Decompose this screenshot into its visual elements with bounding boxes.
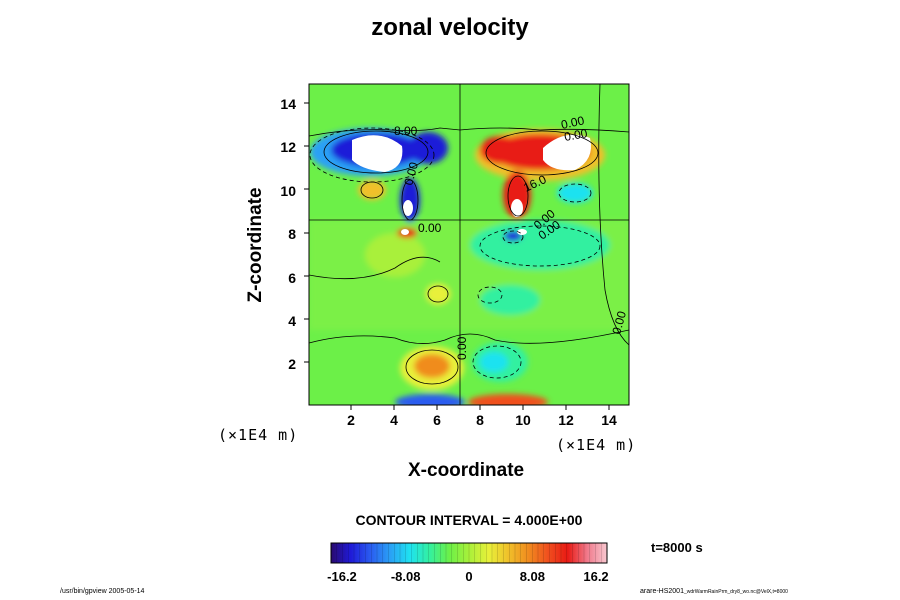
- colorbar-fill: [330, 542, 608, 564]
- contour-line: [485, 130, 599, 176]
- y-tick-label: 2: [288, 356, 296, 372]
- x-tick-label: 8: [476, 412, 484, 428]
- contour-label: 0.00: [401, 160, 421, 186]
- cell-negative: [504, 231, 522, 241]
- contour-line-negative: [558, 183, 592, 203]
- footer-right-small: _wdrWarmRainPrm_dry8_wo.nc@VelX,t=8000: [683, 589, 788, 595]
- x-tick-label: 4: [390, 412, 398, 428]
- colorbar-stripes: [336, 543, 602, 563]
- x-tick-label: 12: [558, 412, 574, 428]
- cell-positive: [480, 136, 520, 164]
- contour-label: 0.00: [563, 126, 589, 144]
- colorbar: [330, 542, 608, 564]
- footer-right: arare-HS2001_wdrWarmRainPrm_dry8_wo.nc@V…: [640, 588, 788, 595]
- core-white: [352, 135, 403, 172]
- cell-positive: [358, 180, 386, 200]
- core-white: [543, 134, 591, 171]
- contour-line-negative: [477, 286, 503, 304]
- y-tick-label: 4: [288, 313, 296, 329]
- contour-label: 0.00: [418, 221, 442, 235]
- y-tick-label: 12: [280, 139, 296, 155]
- field-yellow: [365, 233, 425, 277]
- y-axis-unit: (×1E4 m): [218, 426, 299, 444]
- contour-line: [598, 84, 629, 346]
- contour-line-negative: [309, 127, 435, 183]
- field-cyan: [480, 285, 540, 315]
- y-tick-label: 10: [280, 183, 296, 199]
- colorbar-tick-label: 0: [465, 569, 473, 584]
- field-cyan: [470, 220, 610, 270]
- x-tick-label: 10: [515, 412, 531, 428]
- cell-positive: [414, 354, 450, 378]
- chart-title: zonal velocity: [371, 14, 529, 41]
- core-white: [403, 200, 413, 216]
- colorbar-tick-label: -8.08: [390, 569, 421, 584]
- x-tick-label: 6: [433, 412, 441, 428]
- footer-right-main: arare-HS2001: [640, 588, 684, 595]
- contour-line-negative: [472, 345, 522, 379]
- contour-line: [507, 175, 529, 217]
- colorbar-tick-label: -16.2: [327, 569, 357, 584]
- core-white: [517, 229, 527, 235]
- cell-negative: [480, 352, 508, 372]
- contour-label: -8.00: [390, 124, 418, 138]
- cell-negative: [395, 394, 465, 405]
- y-tick-label: 14: [280, 96, 296, 112]
- footer-left: /usr/bin/gpview 2005-05-14: [60, 588, 145, 595]
- contour-line: [405, 349, 459, 385]
- contour-interval-label: CONTOUR INTERVAL = 4.000E+00: [355, 512, 583, 528]
- contour-line: [309, 256, 441, 280]
- y-tick-label: 6: [288, 270, 296, 286]
- contour-label: 0.00: [455, 336, 469, 360]
- core-white: [511, 199, 523, 217]
- time-label: t=8000 s: [651, 540, 703, 555]
- contour-line: [323, 130, 429, 174]
- x-axis-unit: (×1E4 m): [556, 436, 637, 454]
- contour-line-negative: [502, 230, 524, 244]
- contour-line: [401, 179, 419, 221]
- contour-label: 0.00: [609, 309, 629, 335]
- colorbar-tick-label: 16.2: [583, 569, 609, 584]
- x-axis-label: X-coordinate: [408, 460, 525, 481]
- x-tick-label: 14: [601, 412, 617, 428]
- y-tick-label: 8: [288, 226, 296, 242]
- core-white: [401, 229, 409, 235]
- field-yellow: [426, 284, 450, 304]
- contour-line-negative: [479, 225, 601, 267]
- contour-line: [427, 285, 449, 303]
- contour-line: [309, 329, 629, 344]
- x-tick-label: 2: [347, 412, 355, 428]
- colorbar-tick-label: 8.08: [519, 569, 545, 584]
- contour-label: 0.00: [560, 113, 586, 132]
- cell-negative: [557, 183, 593, 203]
- plot-frame: [308, 83, 630, 406]
- cell-positive: [468, 394, 548, 405]
